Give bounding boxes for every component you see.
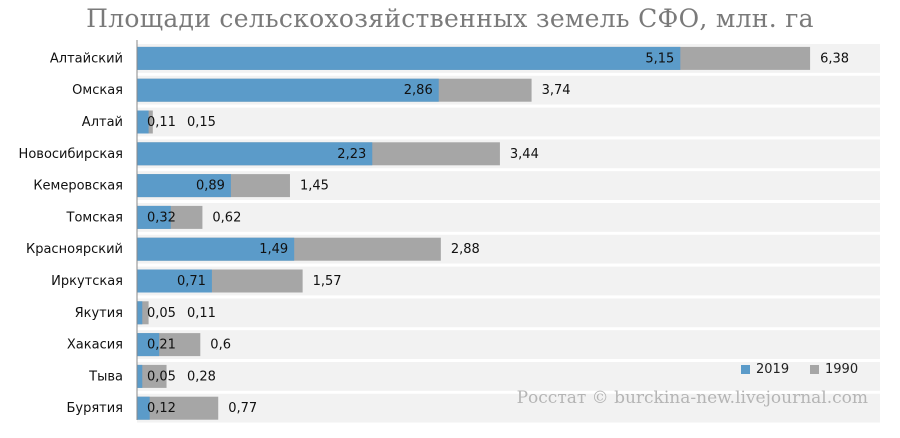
value-label-1990: 0,6 [210,338,231,353]
value-label-2019: 0,89 [196,179,225,194]
value-label-2019: 0,11 [147,115,176,130]
value-label-1990: 6,38 [820,51,849,66]
series-2019-bars [137,46,681,420]
category-label: Омская [72,83,123,98]
legend-item-1990: 1990 [810,362,858,377]
value-label-2019: 0,05 [147,369,176,384]
category-label: Томская [66,210,124,225]
category-label: Красноярский [26,242,123,257]
value-labels: 5,15 6,38 2,86 3,74 0,11 0,15 2,23 3,44 0,89 1,45… [147,51,849,416]
row-band [137,393,880,423]
value-label-1990: 0,28 [187,369,216,384]
bar-2019 [137,78,439,102]
bar-1990 [137,396,219,420]
bar-2019 [137,333,160,357]
value-label-2019: 5,15 [645,51,674,66]
value-label-1990: 0,62 [212,210,241,225]
value-label-1990: 3,44 [510,147,539,162]
bar-2019 [137,142,373,166]
category-label: Иркутская [51,274,123,289]
category-label: Хакасия [67,338,123,353]
value-label-2019: 1,49 [259,242,288,257]
legend-label-2019: 2019 [756,362,790,377]
row-band [137,330,880,359]
legend-swatch-2019 [741,365,750,374]
value-label-2019: 0,05 [147,306,176,321]
bar-2019 [137,205,171,229]
bar-1990 [137,364,167,388]
legend-swatch-1990 [810,365,819,374]
category-label: Алтайский [50,51,123,66]
category-label: Кемеровская [33,179,123,194]
value-label-2019: 0,71 [177,274,206,289]
row-band [137,298,880,328]
bar-2019 [137,364,143,388]
category-label: Якутия [75,306,123,321]
value-label-2019: 0,21 [147,338,176,353]
value-label-1990: 0,77 [228,401,257,416]
row-band [137,362,880,391]
bar-1990 [137,301,149,325]
bar-2019 [137,110,149,134]
value-label-1990: 2,88 [451,242,480,257]
value-label-2019: 2,86 [404,83,433,98]
row-band [137,203,880,232]
bar-2019 [137,174,231,198]
bar-2019 [137,301,143,325]
row-band [137,107,880,137]
category-label: Бурятия [66,401,123,416]
bar-2019 [137,46,681,70]
value-label-2019: 0,12 [147,401,176,416]
value-label-2019: 0,32 [147,210,176,225]
value-label-2019: 2,23 [337,147,366,162]
value-label-1990: 1,45 [300,179,329,194]
bar-2019 [137,269,212,293]
legend-item-2019: 2019 [741,362,789,377]
value-label-1990: 1,57 [313,274,342,289]
value-label-1990: 0,11 [187,306,216,321]
category-label: Алтай [82,115,123,130]
category-labels: Алтайский Омская Алтай Новосибирская Кемеров… [19,51,123,416]
value-label-1990: 0,15 [187,115,216,130]
value-label-1990: 3,74 [542,83,571,98]
category-label: Новосибирская [19,147,123,162]
chart-title: Площади сельскохозяйственных земель СФО,… [86,4,814,33]
category-label: Тыва [88,369,123,384]
legend-label-1990: 1990 [825,362,859,377]
bar-2019 [137,237,295,261]
bar-2019 [137,396,150,420]
source-watermark: Росстат © burckina-new.livejournal.com [516,388,868,408]
